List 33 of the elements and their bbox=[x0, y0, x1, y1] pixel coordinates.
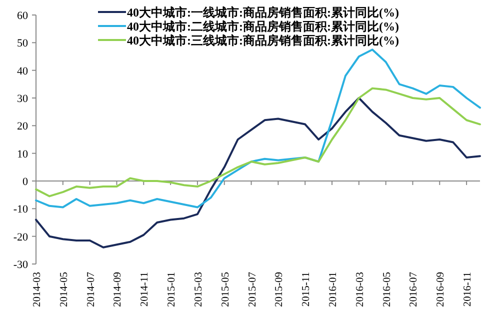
y-tick-label: 60 bbox=[17, 10, 28, 22]
x-tick-label: 2014-07 bbox=[86, 272, 97, 307]
legend-label: 40大中城市:一线城市:商品房销售面积:累计同比(%) bbox=[127, 6, 399, 20]
x-tick-label: 2015-09 bbox=[274, 272, 286, 307]
y-tick-label: -10 bbox=[13, 204, 28, 216]
y-tick-label: -20 bbox=[13, 231, 28, 244]
line-series bbox=[35, 97, 481, 248]
y-tick-label: 50 bbox=[17, 38, 28, 50]
x-tick-label: 2016-05 bbox=[382, 272, 393, 307]
x-tick-label: 2015-03 bbox=[193, 272, 204, 307]
x-tick-label: 2016-07 bbox=[408, 272, 420, 307]
x-tick-label: 2015-01 bbox=[166, 272, 178, 307]
x-tick-label: 2016-01 bbox=[328, 272, 339, 307]
x-tick-label: 2014-05 bbox=[58, 272, 70, 307]
x-tick-label: 2014-11 bbox=[140, 272, 151, 307]
y-tick-label: 0 bbox=[22, 176, 28, 188]
y-tick-label: 30 bbox=[17, 93, 28, 105]
x-tick-label: 2016-03 bbox=[354, 272, 366, 307]
x-tick-label: 2016-11 bbox=[462, 272, 474, 307]
x-tick-label: 2014-03 bbox=[32, 272, 43, 307]
x-tick-label: 2014-09 bbox=[112, 272, 124, 307]
y-tick-label: -30 bbox=[13, 259, 28, 271]
x-tick-label: 2015-07 bbox=[247, 272, 258, 307]
legend-label: 40大中城市:三线城市:商品房销售面积:累计同比(%) bbox=[127, 34, 399, 48]
y-tick-label: 10 bbox=[17, 148, 28, 160]
x-tick-label: 2015-05 bbox=[220, 272, 232, 307]
x-tick-label: 2016-09 bbox=[436, 272, 447, 307]
legend-label: 40大中城市:二线城市:商品房销售面积:累计同比(%) bbox=[127, 20, 399, 34]
y-tick-label: 40 bbox=[17, 65, 28, 78]
line-series bbox=[35, 87, 481, 198]
x-tick-label: 2015-11 bbox=[301, 272, 312, 307]
line-series bbox=[35, 48, 481, 208]
y-tick-label: 20 bbox=[17, 120, 28, 133]
